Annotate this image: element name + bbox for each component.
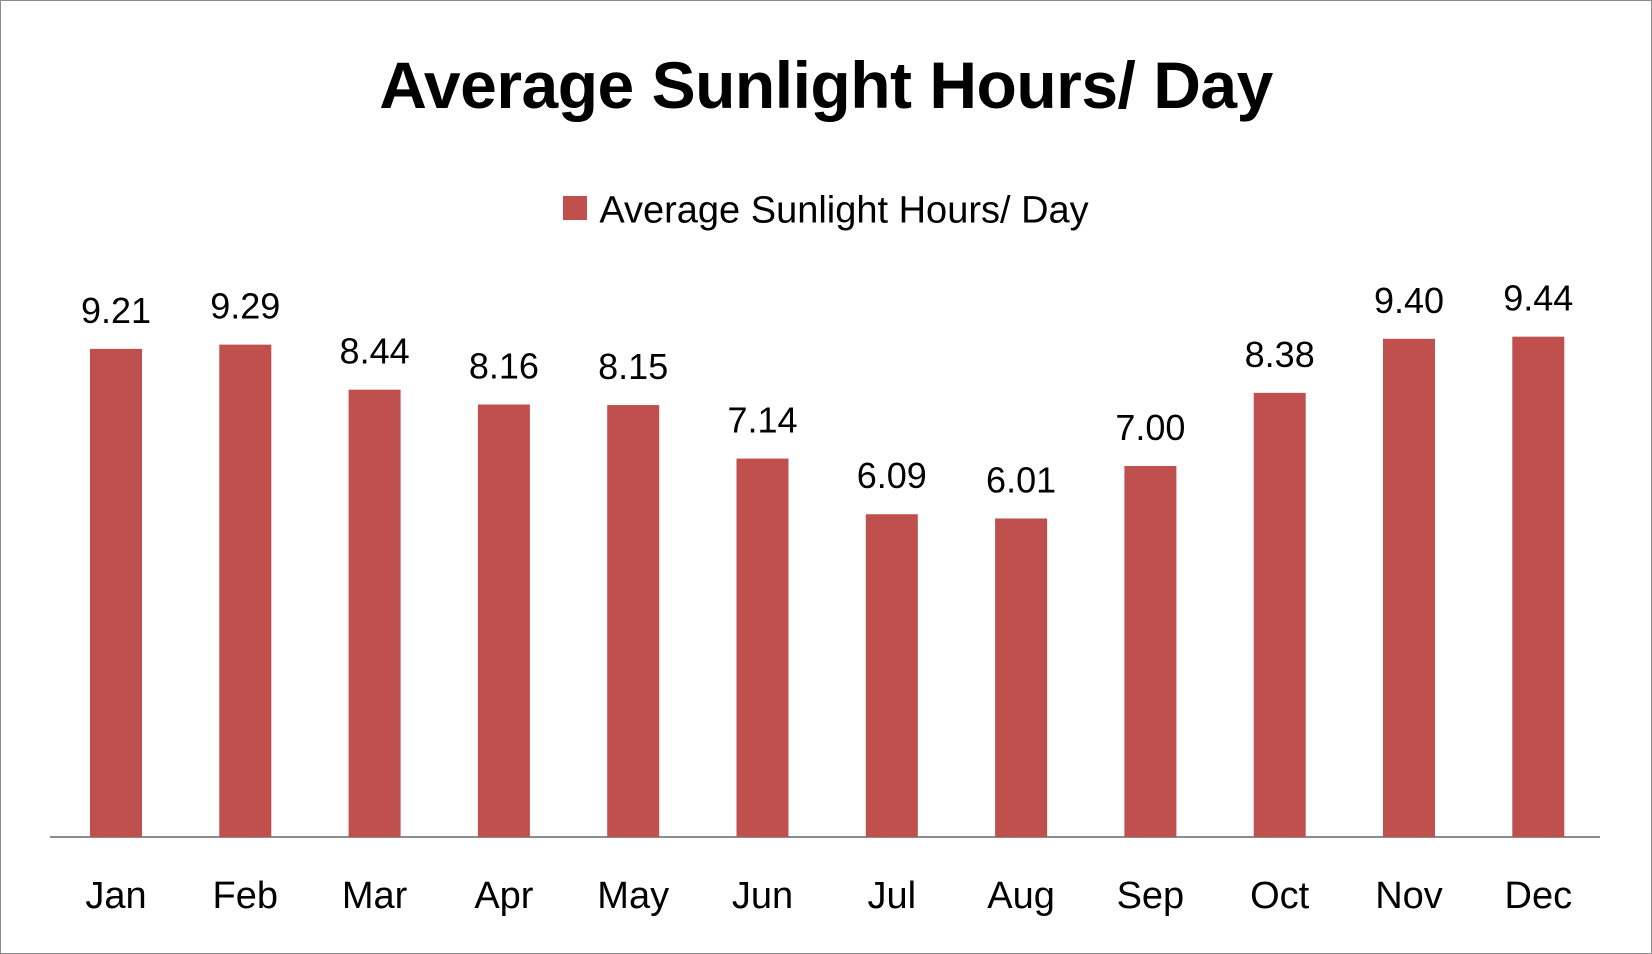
x-tick-label-jan: Jan <box>85 875 146 917</box>
chart-title: Average Sunlight Hours/ Day <box>379 48 1273 122</box>
data-label-apr: 8.16 <box>469 346 539 387</box>
x-tick-label-nov: Nov <box>1375 875 1443 917</box>
x-tick-label-apr: Apr <box>474 875 533 917</box>
data-label-oct: 8.38 <box>1245 334 1315 375</box>
data-label-mar: 8.44 <box>340 331 410 372</box>
bar-may <box>607 405 660 837</box>
data-label-dec: 9.44 <box>1503 278 1573 319</box>
data-label-may: 8.15 <box>598 346 668 387</box>
x-tick-label-sep: Sep <box>1117 875 1185 917</box>
x-tick-label-jun: Jun <box>732 875 793 917</box>
data-label-jul: 6.09 <box>857 455 927 496</box>
x-tick-label-dec: Dec <box>1505 875 1573 917</box>
bar-oct <box>1253 392 1306 837</box>
legend-label: Average Sunlight Hours/ Day <box>599 189 1089 232</box>
bar-aug <box>995 518 1048 837</box>
data-label-jan: 9.21 <box>81 290 151 331</box>
bar-nov <box>1383 338 1435 837</box>
data-label-feb: 9.29 <box>210 286 280 327</box>
x-tick-label-jul: Jul <box>868 875 917 917</box>
x-tick-label-feb: Feb <box>213 875 278 917</box>
x-tick-label-mar: Mar <box>342 875 408 917</box>
legend: Average Sunlight Hours/ Day <box>1 188 1651 232</box>
bar-jan <box>90 348 142 837</box>
x-tick-label-aug: Aug <box>987 875 1055 917</box>
legend-swatch <box>563 195 588 220</box>
data-label-aug: 6.01 <box>986 459 1056 500</box>
x-tick-label-oct: Oct <box>1250 875 1310 917</box>
bar-sep <box>1124 466 1177 837</box>
bar-feb <box>219 344 272 837</box>
bar-apr <box>477 404 530 837</box>
data-label-nov: 9.40 <box>1374 280 1444 321</box>
x-tick-label-may: May <box>597 875 669 917</box>
data-label-sep: 7.00 <box>1115 407 1185 448</box>
bar-dec <box>1512 336 1565 837</box>
bar-mar <box>348 389 401 837</box>
bar-jul <box>865 514 918 837</box>
bar-jun <box>736 458 789 837</box>
data-label-jun: 7.14 <box>727 400 797 441</box>
